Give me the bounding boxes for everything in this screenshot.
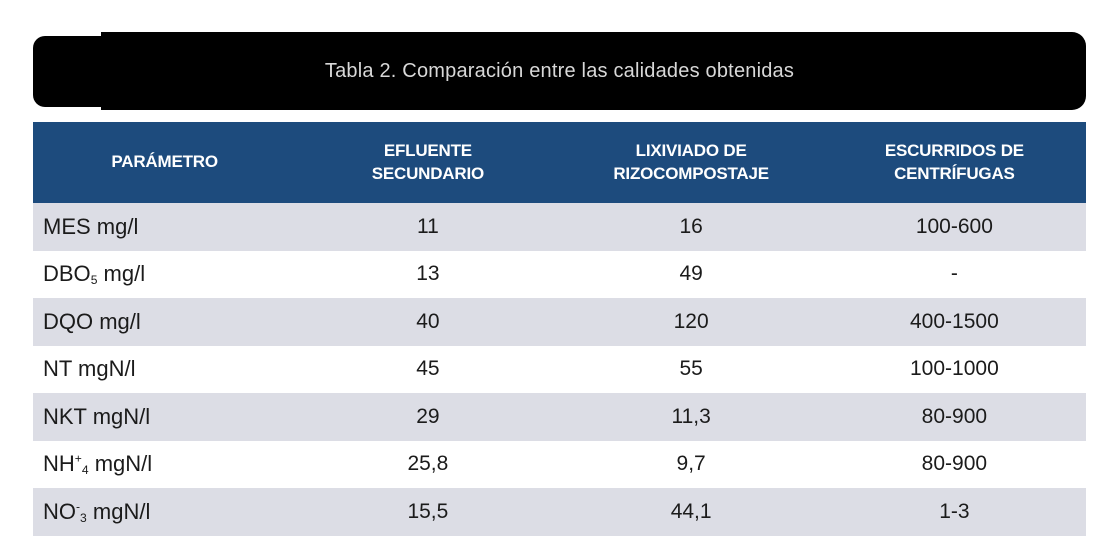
title-bar-left-tab [33,36,103,107]
table-header-row: PARÁMETRO EFLUENTE SECUNDARIO LIXIVIADO DE R… [33,122,1086,203]
value-cell: 13 [416,262,440,286]
table-row: NO-3 mgN/l 15,5 44,1 1-3 [33,488,1086,536]
column-header: EFLUENTE SECUNDARIO [371,141,485,183]
superscript: - [76,499,81,514]
subscript: 5 [90,273,98,288]
value-cell: 80-900 [921,404,988,428]
value-cell: 400-1500 [910,309,999,333]
value-cell: 15,5 [407,499,449,523]
parameter-cell: NT mgN/l [43,356,136,382]
value-cell: 49 [679,262,703,286]
table-row: MES mg/l 11 16 100-600 [33,203,1086,251]
parameter-cell: MES mg/l [43,213,139,239]
value-cell: 80-900 [921,452,988,476]
value-cell: 100-600 [915,214,993,238]
value-cell: 40 [416,309,440,333]
value-cell: 120 [673,309,709,333]
value-cell: 16 [679,214,703,238]
table-row: DQO mg/l 40 120 400-1500 [33,298,1086,346]
parameter-cell: DQO mg/l [43,308,141,334]
value-cell: 11,3 [671,404,711,428]
table-sheet: Tabla 2. Comparación entre las calidades… [33,0,1086,557]
value-cell: 45 [416,357,440,381]
parameter-cell: DBO5 mg/l [43,261,146,288]
parameter-cell: NKT mgN/l [43,403,151,429]
subscript: 4 [81,463,89,478]
column-header: LIXIVIADO DE RIZOCOMPOSTAJE [613,141,769,183]
value-cell: 9,7 [676,452,706,476]
superscript: + [74,451,82,466]
value-cell: - [950,262,958,286]
parameter-cell: NH+4 mgN/l [43,451,153,478]
value-cell: 44,1 [670,499,712,523]
table-title-bar: Tabla 2. Comparación entre las calidades… [33,32,1086,110]
value-cell: 100-1000 [910,357,999,381]
title-bar-main [101,32,1086,110]
table-row: NKT mgN/l 29 11,3 80-900 [33,393,1086,441]
table-title: Tabla 2. Comparación entre las calidades… [324,60,795,82]
table-row: NT mgN/l 45 55 100-1000 [33,346,1086,394]
column-header: ESCURRIDOS DE CENTRÍFUGAS [884,141,1024,183]
column-header: PARÁMETRO [111,152,218,172]
comparison-table: PARÁMETRO EFLUENTE SECUNDARIO LIXIVIADO DE R… [33,122,1086,536]
subscript: 3 [80,510,87,525]
table-row: NH+4 mgN/l 25,8 9,7 80-900 [33,441,1086,489]
value-cell: 11 [416,214,439,238]
value-cell: 25,8 [407,452,449,476]
parameter-cell: NO-3 mgN/l [43,498,151,525]
table-row: DBO5 mg/l 13 49 - [33,251,1086,299]
value-cell: 29 [416,404,440,428]
value-cell: 1-3 [939,499,970,523]
table-body: MES mg/l 11 16 100-600 DBO5 mg/l 13 49 - DQO mg/… [33,203,1086,536]
value-cell: 55 [679,357,703,381]
